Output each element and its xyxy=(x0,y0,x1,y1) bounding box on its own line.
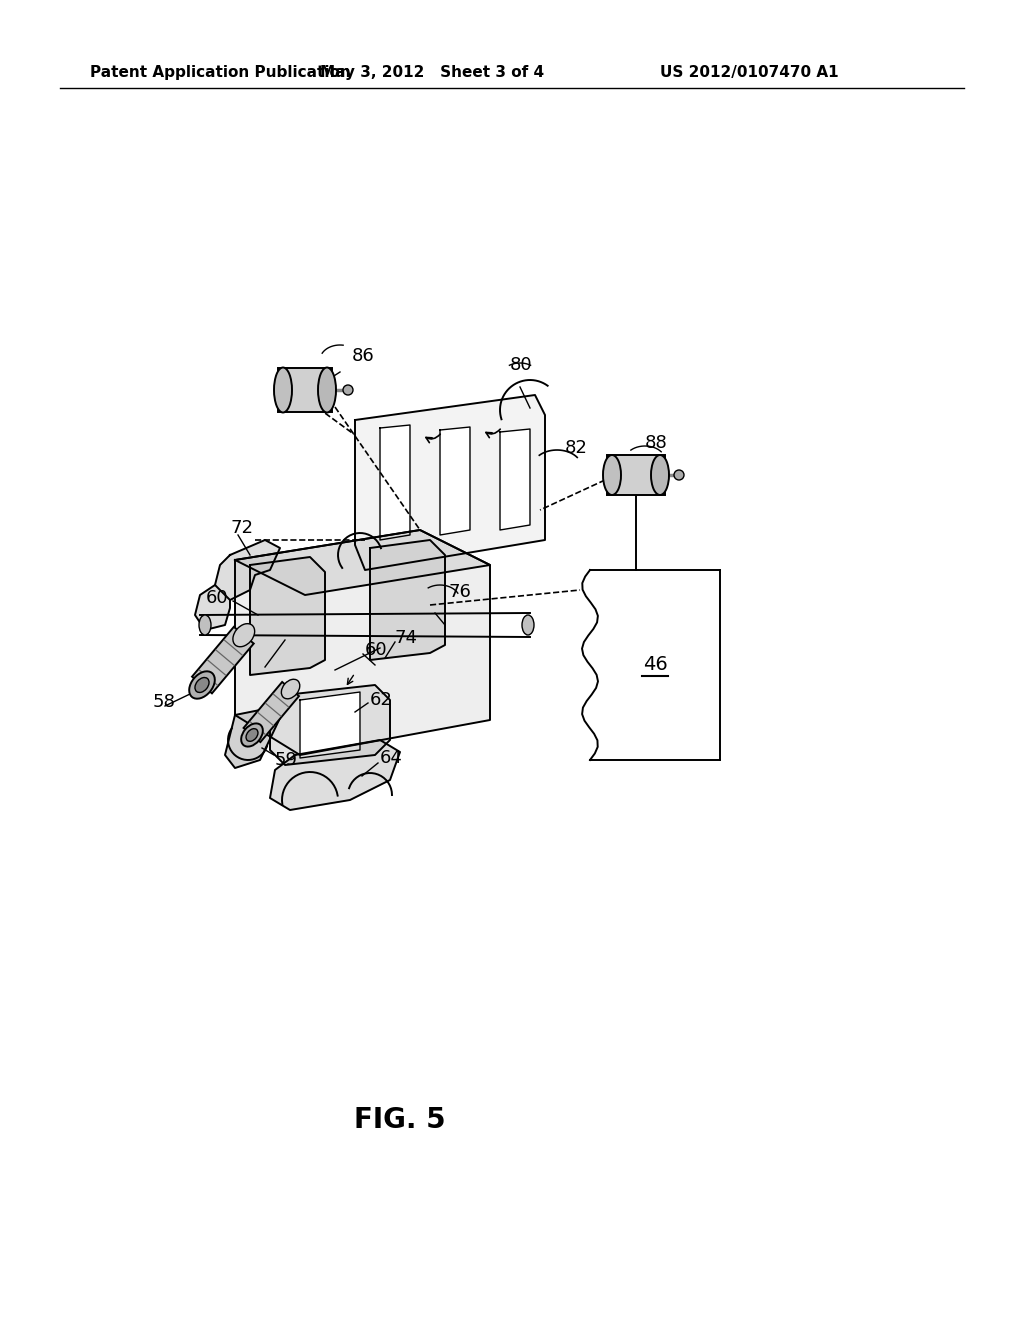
Text: 64: 64 xyxy=(380,748,402,767)
Polygon shape xyxy=(355,395,545,570)
Text: May 3, 2012   Sheet 3 of 4: May 3, 2012 Sheet 3 of 4 xyxy=(319,65,544,79)
Text: 62: 62 xyxy=(370,690,393,709)
Polygon shape xyxy=(234,531,490,755)
Text: 58: 58 xyxy=(153,693,176,711)
Text: FIG. 5: FIG. 5 xyxy=(354,1106,445,1134)
Polygon shape xyxy=(250,557,325,675)
Text: 82: 82 xyxy=(565,440,588,457)
Ellipse shape xyxy=(246,729,258,742)
Text: 60: 60 xyxy=(365,642,388,659)
Text: US 2012/0107470 A1: US 2012/0107470 A1 xyxy=(660,65,839,79)
Text: 60: 60 xyxy=(206,589,228,607)
Polygon shape xyxy=(300,692,360,758)
Circle shape xyxy=(343,385,353,395)
Polygon shape xyxy=(193,627,254,693)
Polygon shape xyxy=(244,682,299,742)
Ellipse shape xyxy=(195,677,209,693)
Ellipse shape xyxy=(242,723,263,747)
Text: 74: 74 xyxy=(395,630,418,647)
Ellipse shape xyxy=(651,455,669,495)
Text: 46: 46 xyxy=(643,656,668,675)
Text: 86: 86 xyxy=(352,347,375,366)
Polygon shape xyxy=(195,585,230,630)
Text: 59: 59 xyxy=(275,751,298,770)
Circle shape xyxy=(674,470,684,480)
Polygon shape xyxy=(225,708,280,768)
Ellipse shape xyxy=(603,455,621,495)
Ellipse shape xyxy=(282,680,300,698)
Ellipse shape xyxy=(189,672,215,698)
Text: 76: 76 xyxy=(449,583,471,601)
Polygon shape xyxy=(440,426,470,535)
Polygon shape xyxy=(500,429,530,531)
Ellipse shape xyxy=(232,623,255,647)
Text: Patent Application Publication: Patent Application Publication xyxy=(90,65,351,79)
Ellipse shape xyxy=(274,367,292,412)
Text: 80: 80 xyxy=(510,356,532,374)
Polygon shape xyxy=(270,741,400,810)
Polygon shape xyxy=(234,531,490,595)
Ellipse shape xyxy=(199,615,211,635)
Polygon shape xyxy=(370,540,445,660)
Polygon shape xyxy=(278,368,332,412)
Polygon shape xyxy=(270,685,390,766)
Text: 72: 72 xyxy=(230,519,253,537)
Text: 88: 88 xyxy=(645,434,668,451)
Polygon shape xyxy=(215,540,280,601)
Polygon shape xyxy=(380,425,410,540)
Polygon shape xyxy=(607,455,665,495)
Ellipse shape xyxy=(318,367,336,412)
Ellipse shape xyxy=(522,615,534,635)
